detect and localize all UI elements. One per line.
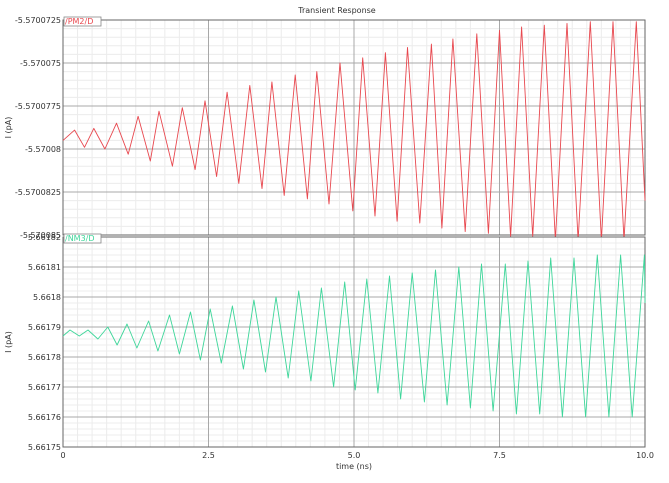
- x-axis-label: time (ns): [336, 462, 372, 471]
- y-tick-label: 5.66175: [28, 443, 61, 452]
- legend-box: [63, 16, 102, 27]
- y-tick-label: 5.66178: [28, 353, 61, 362]
- legend-1: /PM2/D: [63, 16, 102, 27]
- y-tick-label: 5.66179: [28, 323, 61, 332]
- x-tick-label: 5.0: [348, 451, 361, 460]
- series-line-2: [62, 254, 646, 418]
- y-tick-label: -5.570075: [20, 59, 61, 68]
- legend-box: [63, 233, 102, 244]
- plot-panel-2: 5.66182 5.66181 5.6618 5.66179 5.66178 5.6617…: [4, 233, 654, 471]
- y-axis-label: I (pA): [4, 331, 13, 353]
- x-tick-label: 0: [60, 451, 65, 460]
- y-tick-label: 5.66177: [28, 383, 61, 392]
- plot-frame: [62, 19, 646, 236]
- y-tick-label: 5.66182: [28, 233, 61, 242]
- plot-panel-1: -5.5700725 -5.570075 -5.5700775 -5.57008 -5.…: [4, 16, 646, 241]
- y-tick-label: -5.570085: [20, 231, 61, 240]
- y-tick-label: 5.6618: [33, 293, 61, 302]
- y-tick-label: 5.66176: [28, 413, 61, 422]
- x-tick-label: 7.5: [493, 451, 506, 460]
- y-tick-label: -5.5700775: [15, 102, 61, 111]
- legend-label: /NM3/D: [65, 234, 95, 243]
- y-tick-label: -5.5700825: [15, 188, 61, 197]
- y-tick-label: -5.5700725: [15, 16, 61, 25]
- chart-title: Transient Response: [297, 6, 376, 15]
- legend-label: /PM2/D: [65, 17, 93, 26]
- series-line-1: [62, 21, 646, 241]
- plot-frame: [62, 236, 646, 448]
- y-axis-label: I (pA): [4, 117, 13, 139]
- y-tick-label: 5.66181: [28, 263, 61, 272]
- legend-2: /NM3/D: [63, 233, 102, 244]
- y-tick-label: -5.57008: [25, 145, 61, 154]
- x-tick-label: 10.0: [636, 451, 654, 460]
- x-tick-label: 2.5: [202, 451, 215, 460]
